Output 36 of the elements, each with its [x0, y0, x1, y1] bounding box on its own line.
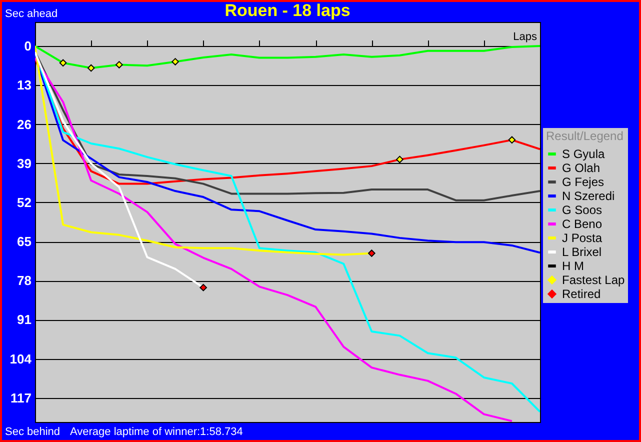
- point: [396, 156, 404, 164]
- y-tick-label: 0: [24, 38, 32, 54]
- point: [172, 58, 179, 66]
- legend-label: C Beno: [562, 217, 602, 231]
- y-tick-label: 13: [17, 78, 32, 93]
- legend-label: Fastest Lap: [562, 273, 626, 287]
- legend-label: H M: [562, 259, 584, 273]
- line-series: [35, 54, 540, 254]
- legend-label: G Soos: [562, 203, 602, 217]
- legend-label: N Szeredi: [562, 189, 615, 203]
- y-tick-label: 26: [17, 116, 32, 132]
- y-tick-label: 52: [17, 194, 32, 210]
- chart-title: Rouen - 18 laps: [224, 1, 350, 20]
- legend-label: L Brixel: [562, 245, 602, 259]
- point: [200, 284, 207, 292]
- y-tick-label: 78: [17, 273, 32, 288]
- point: [59, 59, 67, 67]
- legend-title: Result/Legend: [546, 129, 624, 143]
- legend-label: Retired: [562, 287, 601, 301]
- legend-label: G Fejes: [562, 175, 604, 189]
- x-axis-title: Laps: [513, 31, 537, 43]
- y-axis-title: Sec ahead: [5, 8, 58, 20]
- point: [116, 61, 123, 68]
- y-tick-label: 91: [17, 312, 32, 328]
- y-tick-label: 117: [10, 390, 32, 406]
- y-tick-label: 65: [17, 234, 32, 250]
- legend-label: S Gyula: [562, 147, 606, 161]
- text: Average laptime of winner:1:58.734: [70, 426, 243, 438]
- point: [87, 64, 95, 72]
- legend-label: J Posta: [562, 231, 602, 245]
- point: [368, 250, 376, 257]
- text: Sec behind: [5, 426, 60, 438]
- legend-label: G Olah: [562, 161, 600, 175]
- point: [508, 136, 516, 144]
- y-tick-label: 104: [10, 351, 32, 366]
- y-tick-label: 39: [17, 156, 32, 171]
